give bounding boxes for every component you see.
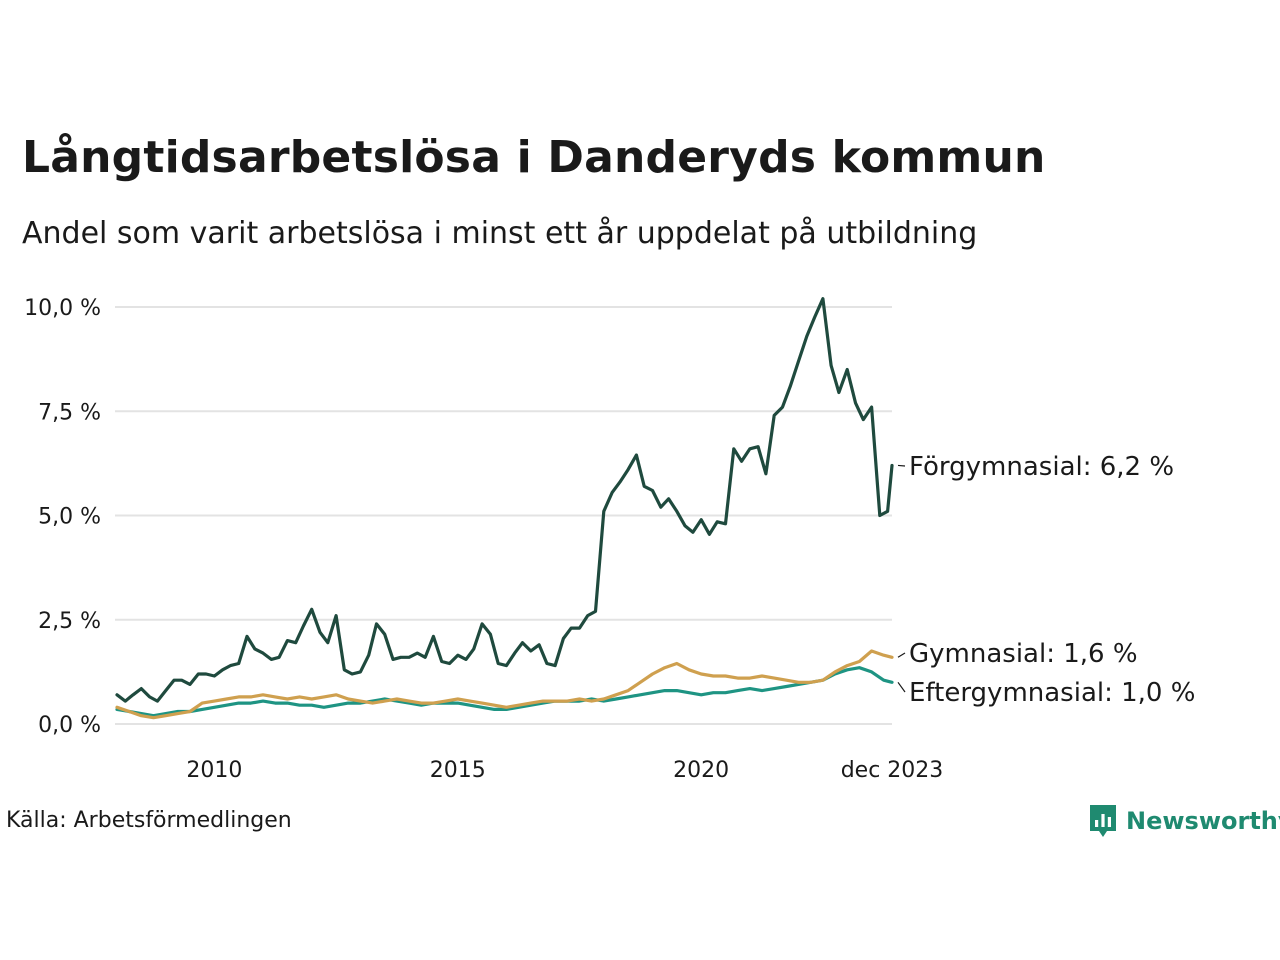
end-label-connector bbox=[897, 681, 906, 693]
brand-name: Newsworthy bbox=[1126, 807, 1280, 835]
chart-title: Långtidsarbetslösa i Danderyds kommun bbox=[22, 132, 1046, 183]
series-line-eftergymnasial bbox=[115, 666, 894, 718]
series-line-gymnasial bbox=[115, 649, 894, 720]
newsworthy-logo-icon bbox=[1090, 805, 1116, 837]
y-tick-label: 10,0 % bbox=[24, 296, 101, 321]
end-label-gymnasial: Gymnasial: 1,6 % bbox=[909, 639, 1138, 669]
series-lines bbox=[115, 297, 894, 720]
end-label-eftergymnasial: Eftergymnasial: 1,0 % bbox=[909, 678, 1195, 708]
brand-logo: Newsworthy bbox=[1088, 803, 1280, 839]
end-label-connector bbox=[897, 652, 906, 658]
y-tick-label: 2,5 % bbox=[38, 609, 101, 634]
series-line-forgymnasial bbox=[115, 297, 894, 703]
chart-subtitle: Andel som varit arbetslösa i minst ett å… bbox=[22, 216, 978, 251]
y-tick-label: 0,0 % bbox=[38, 713, 101, 738]
x-tick-label: dec 2023 bbox=[841, 758, 944, 783]
y-tick-label: 5,0 % bbox=[38, 505, 101, 530]
y-axis-ticks: 0,0 % 2,5 % 5,0 % 7,5 % 10,0 % bbox=[24, 296, 101, 738]
y-tick-label: 7,5 % bbox=[38, 400, 101, 425]
x-tick-label: 2015 bbox=[430, 758, 486, 783]
end-label-connector bbox=[897, 464, 906, 467]
x-tick-label: 2020 bbox=[673, 758, 729, 783]
series-end-labels: Förgymnasial: 6,2 % Gymnasial: 1,6 % Efter… bbox=[897, 452, 1195, 708]
source-note: Källa: Arbetsförmedlingen bbox=[6, 808, 292, 833]
x-axis-ticks: 2010 2015 2020 dec 2023 bbox=[186, 758, 943, 783]
x-tick-label: 2010 bbox=[186, 758, 242, 783]
grid-lines bbox=[115, 306, 892, 725]
end-label-forgymnasial: Förgymnasial: 6,2 % bbox=[909, 452, 1174, 482]
